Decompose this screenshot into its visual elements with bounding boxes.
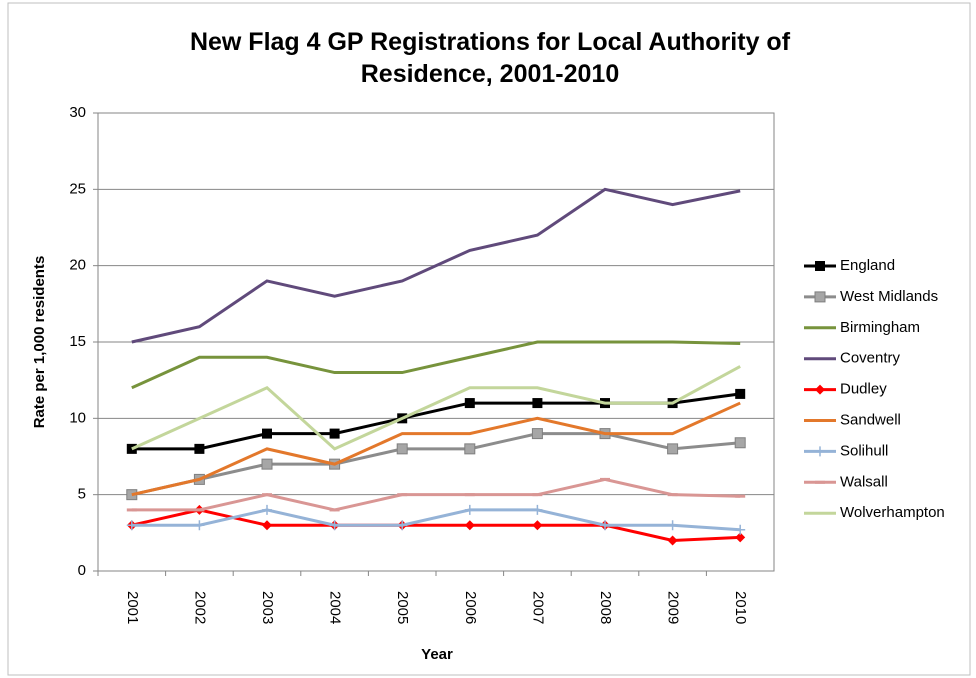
marker: [531, 428, 543, 440]
chart-border: [7, 2, 971, 676]
x-tick-label: 2003: [259, 591, 276, 624]
marker: [735, 532, 746, 543]
marker: [262, 428, 272, 439]
legend-label: Birmingham: [840, 319, 920, 336]
marker: [329, 428, 340, 439]
marker: [532, 398, 543, 409]
marker: [464, 443, 476, 455]
y-tick-label: 5: [78, 486, 86, 503]
x-tick-label: 2001: [124, 591, 141, 624]
marker: [396, 443, 408, 455]
legend-label: Wolverhampton: [840, 504, 945, 521]
marker: [667, 443, 679, 455]
line: [131, 340, 741, 390]
x-axis-label: Year: [421, 646, 453, 663]
marker: [814, 291, 826, 303]
legend-label: Dudley: [840, 381, 887, 398]
marker: [464, 520, 475, 531]
marker: [194, 443, 205, 454]
marker: [194, 520, 205, 531]
line: [131, 365, 741, 451]
x-tick-label: 2007: [529, 591, 546, 624]
y-axis-label: Rate per 1,000 residents: [31, 256, 48, 429]
marker: [667, 520, 678, 531]
marker: [261, 458, 273, 470]
y-tick-label: 0: [78, 562, 86, 579]
marker: [600, 520, 610, 531]
line: [131, 432, 741, 497]
marker: [532, 504, 543, 515]
marker: [262, 520, 272, 531]
marker: [329, 520, 340, 531]
x-tick-label: 2006: [462, 591, 479, 624]
y-tick-label: 15: [69, 333, 86, 350]
marker: [262, 504, 272, 515]
x-tick-label: 2005: [394, 591, 411, 624]
marker: [815, 261, 825, 271]
x-tick-label: 2010: [732, 591, 749, 624]
x-tick-label: 2002: [191, 591, 208, 624]
x-tick-label: 2008: [597, 591, 614, 624]
marker: [735, 524, 746, 535]
marker: [464, 398, 475, 409]
legend-label: England: [840, 257, 895, 274]
y-tick-label: 20: [69, 257, 86, 274]
x-tick-label: 2004: [327, 591, 344, 624]
chart-title: New Flag 4 GP Registrations for Local Au…: [189, 28, 791, 88]
marker: [815, 446, 825, 457]
marker: [667, 535, 678, 546]
marker: [815, 384, 825, 395]
marker: [734, 437, 746, 449]
legend-label: West Midlands: [840, 288, 938, 305]
marker: [397, 520, 408, 531]
legend-label: Solihull: [840, 442, 888, 459]
line: [131, 187, 741, 344]
y-tick-label: 10: [69, 409, 86, 426]
y-tick-label: 30: [69, 104, 86, 121]
legend-label: Walsall: [840, 473, 888, 490]
line: [131, 508, 741, 532]
x-tick-label: 2009: [665, 591, 682, 624]
marker: [126, 520, 137, 531]
legend-label: Coventry: [840, 350, 901, 367]
marker: [735, 388, 746, 399]
marker: [532, 520, 543, 531]
line: [131, 401, 741, 497]
legend-label: Sandwell: [840, 411, 901, 428]
marker: [464, 504, 475, 515]
y-tick-label: 25: [69, 180, 86, 197]
line: [131, 477, 741, 512]
